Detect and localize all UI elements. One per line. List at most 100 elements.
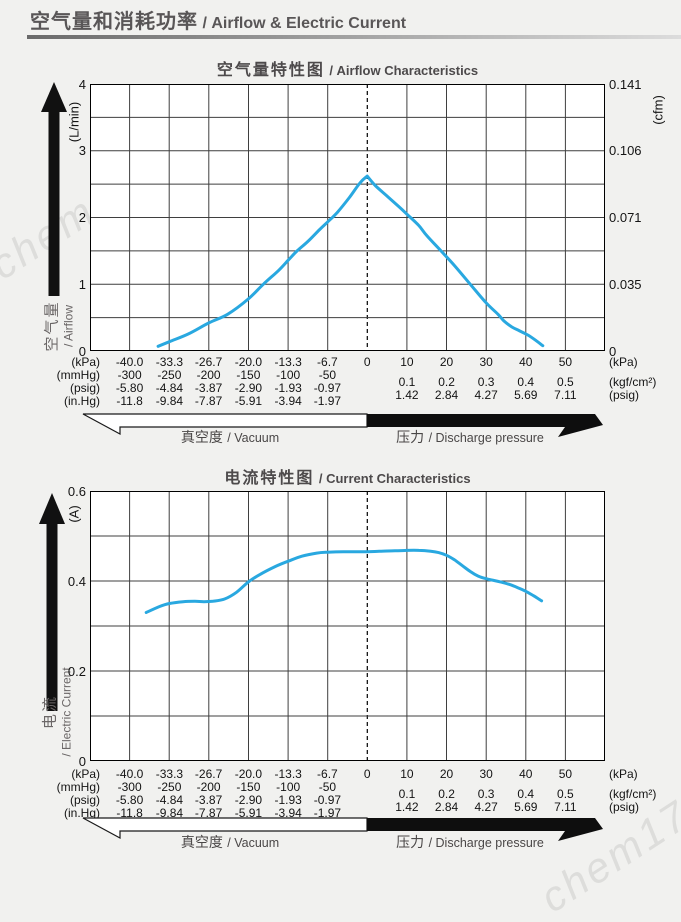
x-tick-label: -4.84 bbox=[155, 793, 184, 807]
x-tick-label: -33.3 bbox=[155, 767, 184, 781]
discharge-pressure-label: 压力 / Discharge pressure bbox=[360, 427, 580, 447]
y-tick-label: 0.4 bbox=[67, 573, 86, 589]
x-tick-label: -20.0 bbox=[234, 767, 263, 781]
x-tick-label: -2.90 bbox=[234, 381, 263, 395]
airflow-y-unit-label: (L/min) bbox=[66, 101, 82, 143]
y-tick-label: 4 bbox=[78, 76, 86, 92]
x-unit-label: (in.Hg) bbox=[63, 394, 100, 408]
airflow-y-right-unit-label: (cfm) bbox=[650, 95, 666, 125]
y-tick-label: 2 bbox=[78, 210, 86, 225]
x-tick-label: 4.27 bbox=[474, 387, 498, 402]
airflow-plot bbox=[90, 84, 605, 351]
current-y-axis-name: 电流 / Electric Current bbox=[39, 667, 74, 756]
x-unit-label: (mmHg) bbox=[56, 368, 100, 382]
airflow-chart-title-zh: 空气量特性图 bbox=[216, 62, 325, 79]
x-tick-label: -1.93 bbox=[274, 793, 302, 807]
x-tick-label: -250 bbox=[157, 780, 182, 794]
x-tick-label: -13.3 bbox=[274, 355, 302, 369]
x-tick-label: 0 bbox=[363, 355, 371, 369]
discharge-pressure-label-zh: 压力 bbox=[396, 834, 425, 850]
x-tick-label: 0.1 bbox=[398, 786, 416, 801]
current-chart-title-en: / Current Characteristics bbox=[318, 471, 471, 486]
x-unit-label: (kgf/cm²) bbox=[609, 786, 657, 801]
pressure-direction-arrow-icon bbox=[82, 413, 603, 437]
x-tick-label: -1.97 bbox=[313, 394, 342, 408]
x-tick-label: -3.87 bbox=[194, 381, 223, 395]
x-tick-label: 2.84 bbox=[434, 799, 459, 814]
x-tick-label: 20 bbox=[439, 355, 454, 369]
x-tick-label: 50 bbox=[558, 355, 573, 369]
x-tick-label: -200 bbox=[196, 780, 221, 794]
current-y-unit-label: (A) bbox=[66, 505, 82, 523]
x-unit-label: (psig) bbox=[609, 387, 640, 402]
pressure-direction-arrow-icon bbox=[82, 817, 603, 841]
x-tick-label: -200 bbox=[196, 368, 221, 382]
x-tick-label: -5.80 bbox=[115, 381, 144, 395]
x-unit-label: (mmHg) bbox=[56, 780, 100, 794]
x-tick-label: -2.90 bbox=[234, 793, 263, 807]
airflow-chart-title-en: / Airflow Characteristics bbox=[329, 63, 479, 78]
x-tick-label: -26.7 bbox=[194, 355, 223, 369]
current-plot bbox=[90, 491, 605, 761]
y-right-tick-label: 0 bbox=[609, 343, 617, 359]
y-right-tick-label: 0.071 bbox=[609, 210, 642, 225]
x-tick-label: -33.3 bbox=[155, 355, 184, 369]
x-tick-label: -5.91 bbox=[234, 806, 263, 820]
x-tick-label: 4.27 bbox=[474, 799, 498, 814]
x-tick-label: -3.94 bbox=[274, 394, 302, 408]
x-tick-label: -6.7 bbox=[317, 355, 338, 369]
x-tick-label: 5.69 bbox=[514, 799, 538, 814]
x-tick-label: -50 bbox=[318, 780, 337, 794]
x-tick-label: -20.0 bbox=[234, 355, 263, 369]
x-tick-label: 30 bbox=[479, 355, 493, 369]
x-tick-label: -50 bbox=[318, 368, 337, 382]
x-unit-label: (psig) bbox=[609, 799, 640, 814]
x-unit-label: (kPa) bbox=[71, 355, 100, 369]
x-tick-label: -0.97 bbox=[313, 381, 342, 395]
current-y-axis-name-en: / Electric Current bbox=[59, 667, 74, 757]
x-tick-label: 50 bbox=[558, 767, 573, 781]
x-tick-label: -100 bbox=[276, 368, 301, 382]
discharge-pressure-label-zh: 压力 bbox=[396, 429, 425, 445]
x-unit-label: (kPa) bbox=[609, 767, 638, 781]
x-tick-label: -40.0 bbox=[115, 767, 144, 781]
y-axis-up-arrow-icon bbox=[41, 82, 67, 296]
x-tick-label: -5.91 bbox=[234, 394, 263, 408]
x-unit-label: (kPa) bbox=[609, 355, 638, 369]
x-tick-label: 2.84 bbox=[434, 387, 459, 402]
y-tick-label: 3 bbox=[78, 143, 86, 159]
x-tick-label: -1.97 bbox=[313, 806, 342, 820]
x-tick-label: 1.42 bbox=[395, 387, 419, 402]
x-tick-label: -300 bbox=[117, 368, 142, 382]
x-tick-label: -0.97 bbox=[313, 793, 342, 807]
x-tick-label: 0.1 bbox=[398, 374, 416, 389]
x-tick-label: -6.7 bbox=[317, 767, 338, 781]
vacuum-label-en: / Vacuum bbox=[227, 431, 280, 445]
x-tick-label: 40 bbox=[519, 355, 533, 369]
x-tick-label: 0.2 bbox=[438, 374, 455, 389]
x-unit-label: (in.Hg) bbox=[63, 806, 100, 820]
x-tick-label: -7.87 bbox=[194, 394, 223, 408]
page: 空气量和消耗功率 / Airflow & Electric Current ch… bbox=[0, 5, 681, 921]
x-tick-label: 0.4 bbox=[517, 786, 535, 801]
page-title-en: / Airflow & Electric Current bbox=[202, 15, 407, 32]
x-tick-label: -26.7 bbox=[194, 767, 223, 781]
x-tick-label: 5.69 bbox=[514, 387, 538, 402]
x-unit-label: (psig) bbox=[69, 381, 100, 395]
x-unit-label: (psig) bbox=[69, 793, 100, 807]
x-tick-label: 20 bbox=[439, 767, 454, 781]
x-tick-label: -9.84 bbox=[155, 394, 184, 408]
x-tick-label: 0.4 bbox=[517, 374, 535, 389]
page-title: 空气量和消耗功率 / Airflow & Electric Current bbox=[30, 5, 406, 34]
airflow-chart-title: 空气量特性图 / Airflow Characteristics bbox=[90, 56, 605, 80]
x-tick-label: -1.93 bbox=[274, 381, 302, 395]
discharge-pressure-label: 压力 / Discharge pressure bbox=[360, 832, 580, 852]
x-unit-label: (kgf/cm²) bbox=[609, 374, 657, 389]
x-tick-label: 7.11 bbox=[554, 387, 577, 402]
y-tick-label: 0 bbox=[78, 343, 86, 359]
title-rule bbox=[27, 35, 681, 39]
discharge-pressure-label-en: / Discharge pressure bbox=[428, 431, 544, 445]
x-tick-label: -3.87 bbox=[194, 793, 223, 807]
y-tick-label: 1 bbox=[78, 276, 86, 292]
x-tick-label: -11.8 bbox=[116, 806, 143, 820]
